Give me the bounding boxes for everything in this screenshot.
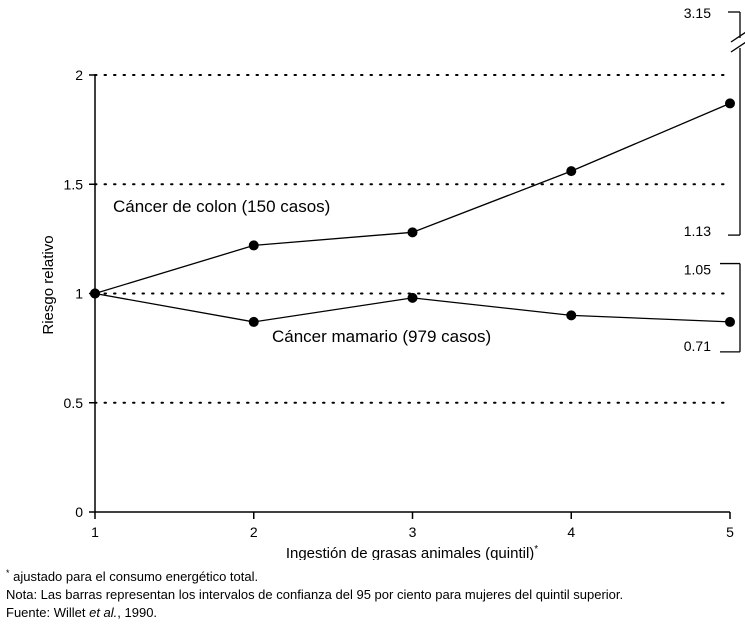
nota-line: Nota: Las barras representan los interva…	[6, 587, 624, 602]
series-1-point-2	[407, 292, 418, 303]
fuente-suffix: , 1990.	[117, 605, 158, 620]
ci-colon-high-label: 3.15	[684, 5, 711, 21]
x-tick-label-2: 3	[409, 524, 417, 540]
ci-colon-break-1	[730, 31, 745, 43]
series-0-point-4	[725, 98, 735, 109]
series-0-point-2	[407, 227, 418, 238]
fuente-line: Fuente: Willet et al., 1990.	[6, 604, 623, 622]
confidence-interval-bars: 3.15 1.13 1.05 0.71	[684, 5, 745, 354]
y-axis-label: Riesgo relativo	[40, 235, 57, 334]
grid-lines	[94, 74, 731, 404]
y-tick-label-1: 0.5	[64, 395, 84, 411]
series-0-point-3	[566, 166, 577, 177]
y-tick-label-3: 1.5	[64, 176, 84, 192]
x-axis-label-text: Ingestión de grasas animales (quintil)	[286, 545, 534, 560]
y-tick-label-2: 1	[75, 286, 83, 302]
x-axis-label: Ingestión de grasas animales (quintil)*	[286, 544, 538, 560]
series-0-point-1	[248, 240, 259, 251]
fuente-italic: et al.	[89, 605, 118, 620]
series-label-mamario: Cáncer mamario (979 casos)	[272, 327, 491, 346]
series-1-point-1	[248, 316, 259, 327]
series-label-colon: Cáncer de colon (150 casos)	[113, 197, 330, 216]
relative-risk-chart: 0 0.5 1 1.5 2 1 2 3 4 5 3.15 1.13 1.05 0.71 Riesgo …	[40, 5, 745, 560]
footnote-line: * ajustado para el consumo energético to…	[6, 568, 623, 586]
footnote-text: ajustado para el consumo energético tota…	[9, 569, 259, 584]
footnote-mark: *	[6, 568, 10, 578]
fuente-prefix: Fuente: Willet	[6, 605, 90, 620]
x-tick-label-3: 4	[567, 524, 575, 540]
x-ticks: 1 2 3 4 5	[91, 512, 734, 540]
series-1-point-0	[90, 288, 100, 299]
notes-block: * ajustado para el consumo energético to…	[6, 568, 623, 622]
y-ticks: 0 0.5 1 1.5 2	[64, 67, 95, 520]
series-lines	[90, 98, 735, 327]
y-tick-label-0: 0	[75, 504, 83, 520]
series-1-point-4	[725, 316, 735, 327]
ci-mamario-high-label: 1.05	[684, 262, 711, 278]
series-1-point-3	[566, 310, 577, 321]
x-tick-label-4: 5	[726, 524, 734, 540]
ci-mamario-low-label: 0.71	[684, 338, 711, 354]
ci-colon-low-label: 1.13	[684, 223, 711, 239]
y-tick-label-4: 2	[75, 67, 83, 83]
x-tick-label-0: 1	[91, 524, 99, 540]
x-axis-label-sup: *	[534, 544, 538, 555]
ci-colon-break-2	[730, 41, 745, 53]
x-tick-label-1: 2	[250, 524, 258, 540]
